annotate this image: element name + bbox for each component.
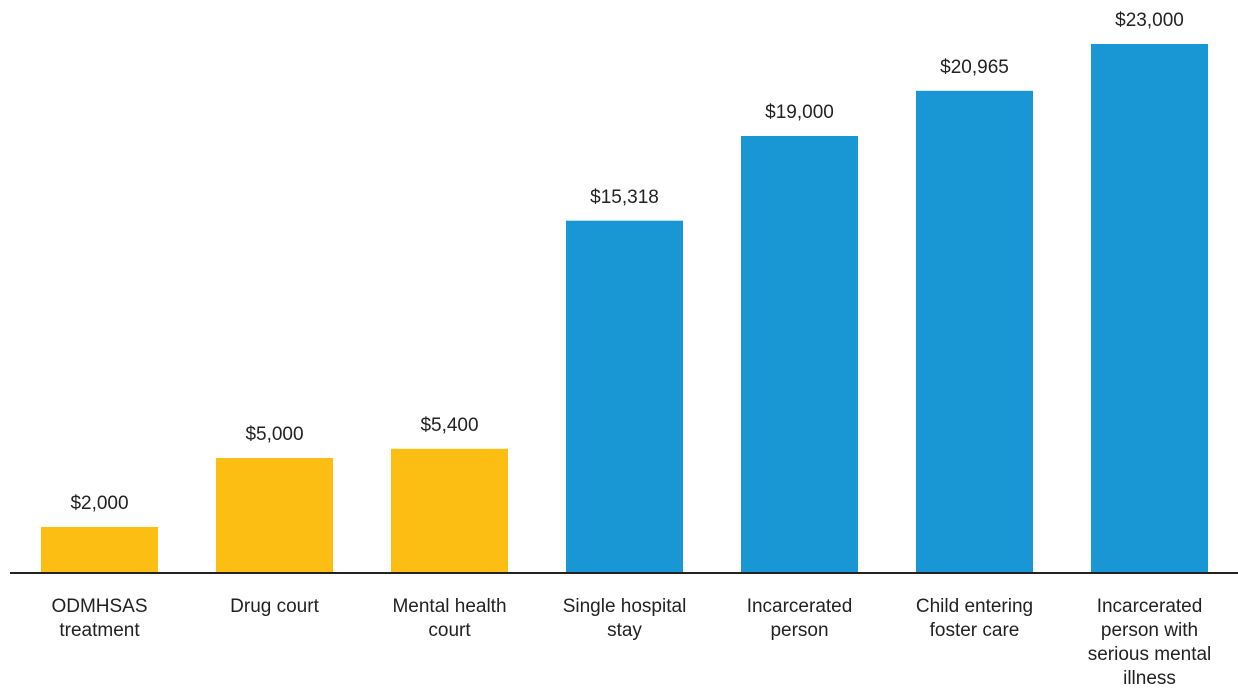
bar xyxy=(216,458,333,573)
bar xyxy=(916,90,1033,574)
value-label: $5,400 xyxy=(420,414,479,436)
x-tick-label: Single hospital stay xyxy=(562,596,687,641)
x-tick-label: Child entering foster care xyxy=(915,596,1034,641)
x-tick-label: Drug court xyxy=(230,596,319,617)
bar xyxy=(741,136,858,573)
x-tick-label: ODMHSAS treatment xyxy=(51,596,148,641)
bar xyxy=(391,448,508,573)
value-label: $19,000 xyxy=(765,102,834,123)
bar xyxy=(41,527,158,573)
x-tick-label: Incarcerated person xyxy=(746,596,853,641)
x-tick-label: Incarcerated person with serious mental … xyxy=(1087,596,1212,689)
value-label: $5,000 xyxy=(245,424,304,445)
value-label: $20,965 xyxy=(940,56,1009,78)
bar xyxy=(1091,44,1208,573)
bar xyxy=(566,220,683,573)
value-label: $23,000 xyxy=(1115,10,1184,31)
x-tick-label: Mental health court xyxy=(392,596,507,641)
value-label: $2,000 xyxy=(70,493,129,514)
value-label: $15,318 xyxy=(590,186,659,208)
